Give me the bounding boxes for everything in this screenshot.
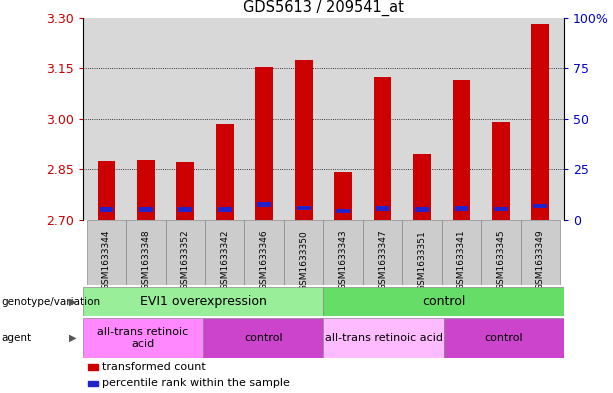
Bar [205, 220, 245, 285]
Text: GSM1633341: GSM1633341 [457, 230, 466, 290]
Text: genotype/variation: genotype/variation [1, 297, 101, 307]
Text: control: control [422, 295, 465, 308]
Text: GSM1633345: GSM1633345 [497, 230, 505, 290]
Text: EVI1 overexpression: EVI1 overexpression [140, 295, 267, 308]
Text: GSM1633351: GSM1633351 [417, 230, 427, 290]
Bar [216, 124, 234, 220]
Bar [178, 207, 192, 212]
Text: GSM1633347: GSM1633347 [378, 230, 387, 290]
Bar [256, 66, 273, 220]
Text: all-trans retinoic
acid: all-trans retinoic acid [97, 327, 189, 349]
Bar [415, 207, 429, 212]
Bar [86, 220, 126, 285]
Title: GDS5613 / 209541_at: GDS5613 / 209541_at [243, 0, 404, 17]
Text: GSM1633343: GSM1633343 [338, 230, 348, 290]
Bar [218, 207, 232, 212]
Bar [324, 318, 444, 358]
Text: percentile rank within the sample: percentile rank within the sample [102, 378, 290, 388]
Bar [363, 220, 402, 285]
Text: control: control [484, 333, 523, 343]
Bar [203, 318, 324, 358]
Bar [492, 122, 510, 220]
Bar [520, 220, 560, 285]
Bar [494, 207, 508, 211]
Bar [376, 206, 389, 211]
Bar [442, 220, 481, 285]
Text: ▶: ▶ [69, 333, 77, 343]
Bar [245, 220, 284, 285]
Bar [177, 162, 194, 220]
Bar [444, 318, 564, 358]
Text: GSM1633349: GSM1633349 [536, 230, 545, 290]
Bar [531, 24, 549, 220]
Bar [295, 60, 313, 220]
Text: all-trans retinoic acid: all-trans retinoic acid [324, 333, 443, 343]
Bar [126, 220, 166, 285]
Bar [83, 287, 324, 316]
Bar [166, 220, 205, 285]
Bar [83, 318, 203, 358]
Bar [99, 207, 113, 212]
Bar [413, 154, 431, 220]
Bar [402, 220, 442, 285]
Bar [324, 220, 363, 285]
Text: GSM1633350: GSM1633350 [299, 230, 308, 290]
Text: GSM1633342: GSM1633342 [220, 230, 229, 290]
Text: control: control [244, 333, 283, 343]
Bar [452, 80, 470, 220]
Bar [257, 202, 271, 207]
Bar [88, 380, 98, 386]
Bar [334, 172, 352, 220]
Bar [374, 77, 391, 220]
Bar [336, 209, 350, 213]
Text: transformed count: transformed count [102, 362, 206, 372]
Bar [137, 160, 154, 220]
Text: ▶: ▶ [69, 297, 77, 307]
Text: GSM1633348: GSM1633348 [142, 230, 150, 290]
Bar [454, 206, 468, 211]
Bar [284, 220, 324, 285]
Text: GSM1633352: GSM1633352 [181, 230, 190, 290]
Bar [88, 364, 98, 369]
Text: GSM1633346: GSM1633346 [260, 230, 268, 290]
Bar [324, 287, 564, 316]
Bar [533, 204, 547, 208]
Bar [139, 207, 153, 212]
Bar [297, 206, 311, 210]
Text: GSM1633344: GSM1633344 [102, 230, 111, 290]
Bar [481, 220, 520, 285]
Text: agent: agent [1, 333, 31, 343]
Bar [97, 161, 115, 220]
